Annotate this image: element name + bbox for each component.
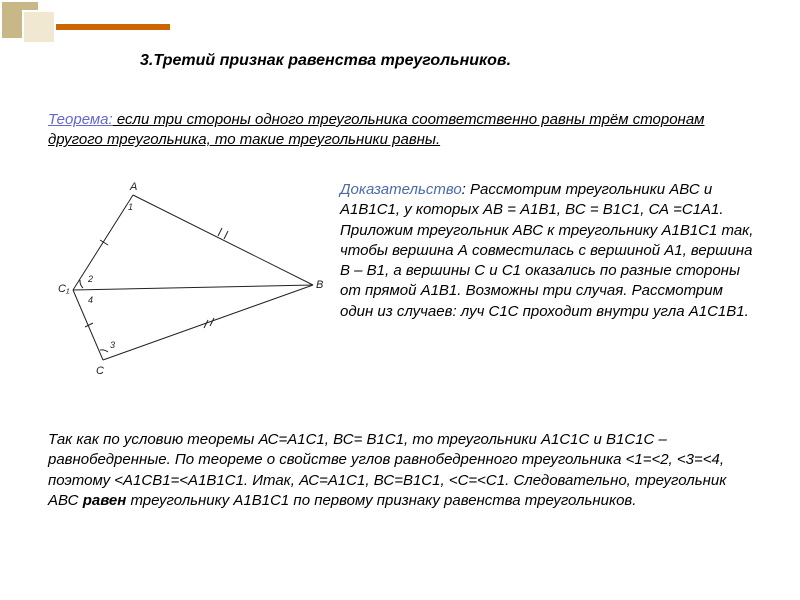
- vertex-label-c: C: [96, 365, 104, 377]
- bottom-text-2: треугольнику А1В1С1 по первому признаку …: [126, 492, 636, 509]
- proof-block: Доказательство: Рассмотрим треугольники …: [340, 180, 760, 322]
- proof-label: Доказательство: [340, 181, 462, 198]
- triangle-diagram: A B C₁ C 1 3 2 4: [48, 180, 328, 380]
- vertex-label-b: B: [316, 279, 323, 291]
- theorem-text: если три стороны одного треугольника соо…: [48, 111, 704, 148]
- slide-title: 3.Третий признак равенства треугольников…: [140, 52, 511, 70]
- svg-text:3: 3: [110, 340, 115, 350]
- theorem-block: Теорема: если три стороны одного треугол…: [48, 110, 760, 151]
- vertex-label-a: A: [129, 181, 137, 193]
- proof-text: Рассмотрим треугольники АВС и А1В1С1, у …: [340, 181, 753, 320]
- svg-text:2: 2: [87, 274, 93, 284]
- bottom-paragraph: Так как по условию теоремы АС=А1С1, ВС= …: [48, 430, 760, 511]
- vertex-label-c1: C₁: [58, 283, 70, 295]
- svg-text:1: 1: [128, 202, 133, 212]
- diagram-svg: A B C₁ C 1 3 2 4: [48, 180, 328, 380]
- theorem-label: Теорема:: [48, 111, 113, 128]
- svg-text:4: 4: [88, 295, 93, 305]
- bottom-bold: равен: [83, 492, 127, 509]
- corner-square-2: [22, 10, 56, 44]
